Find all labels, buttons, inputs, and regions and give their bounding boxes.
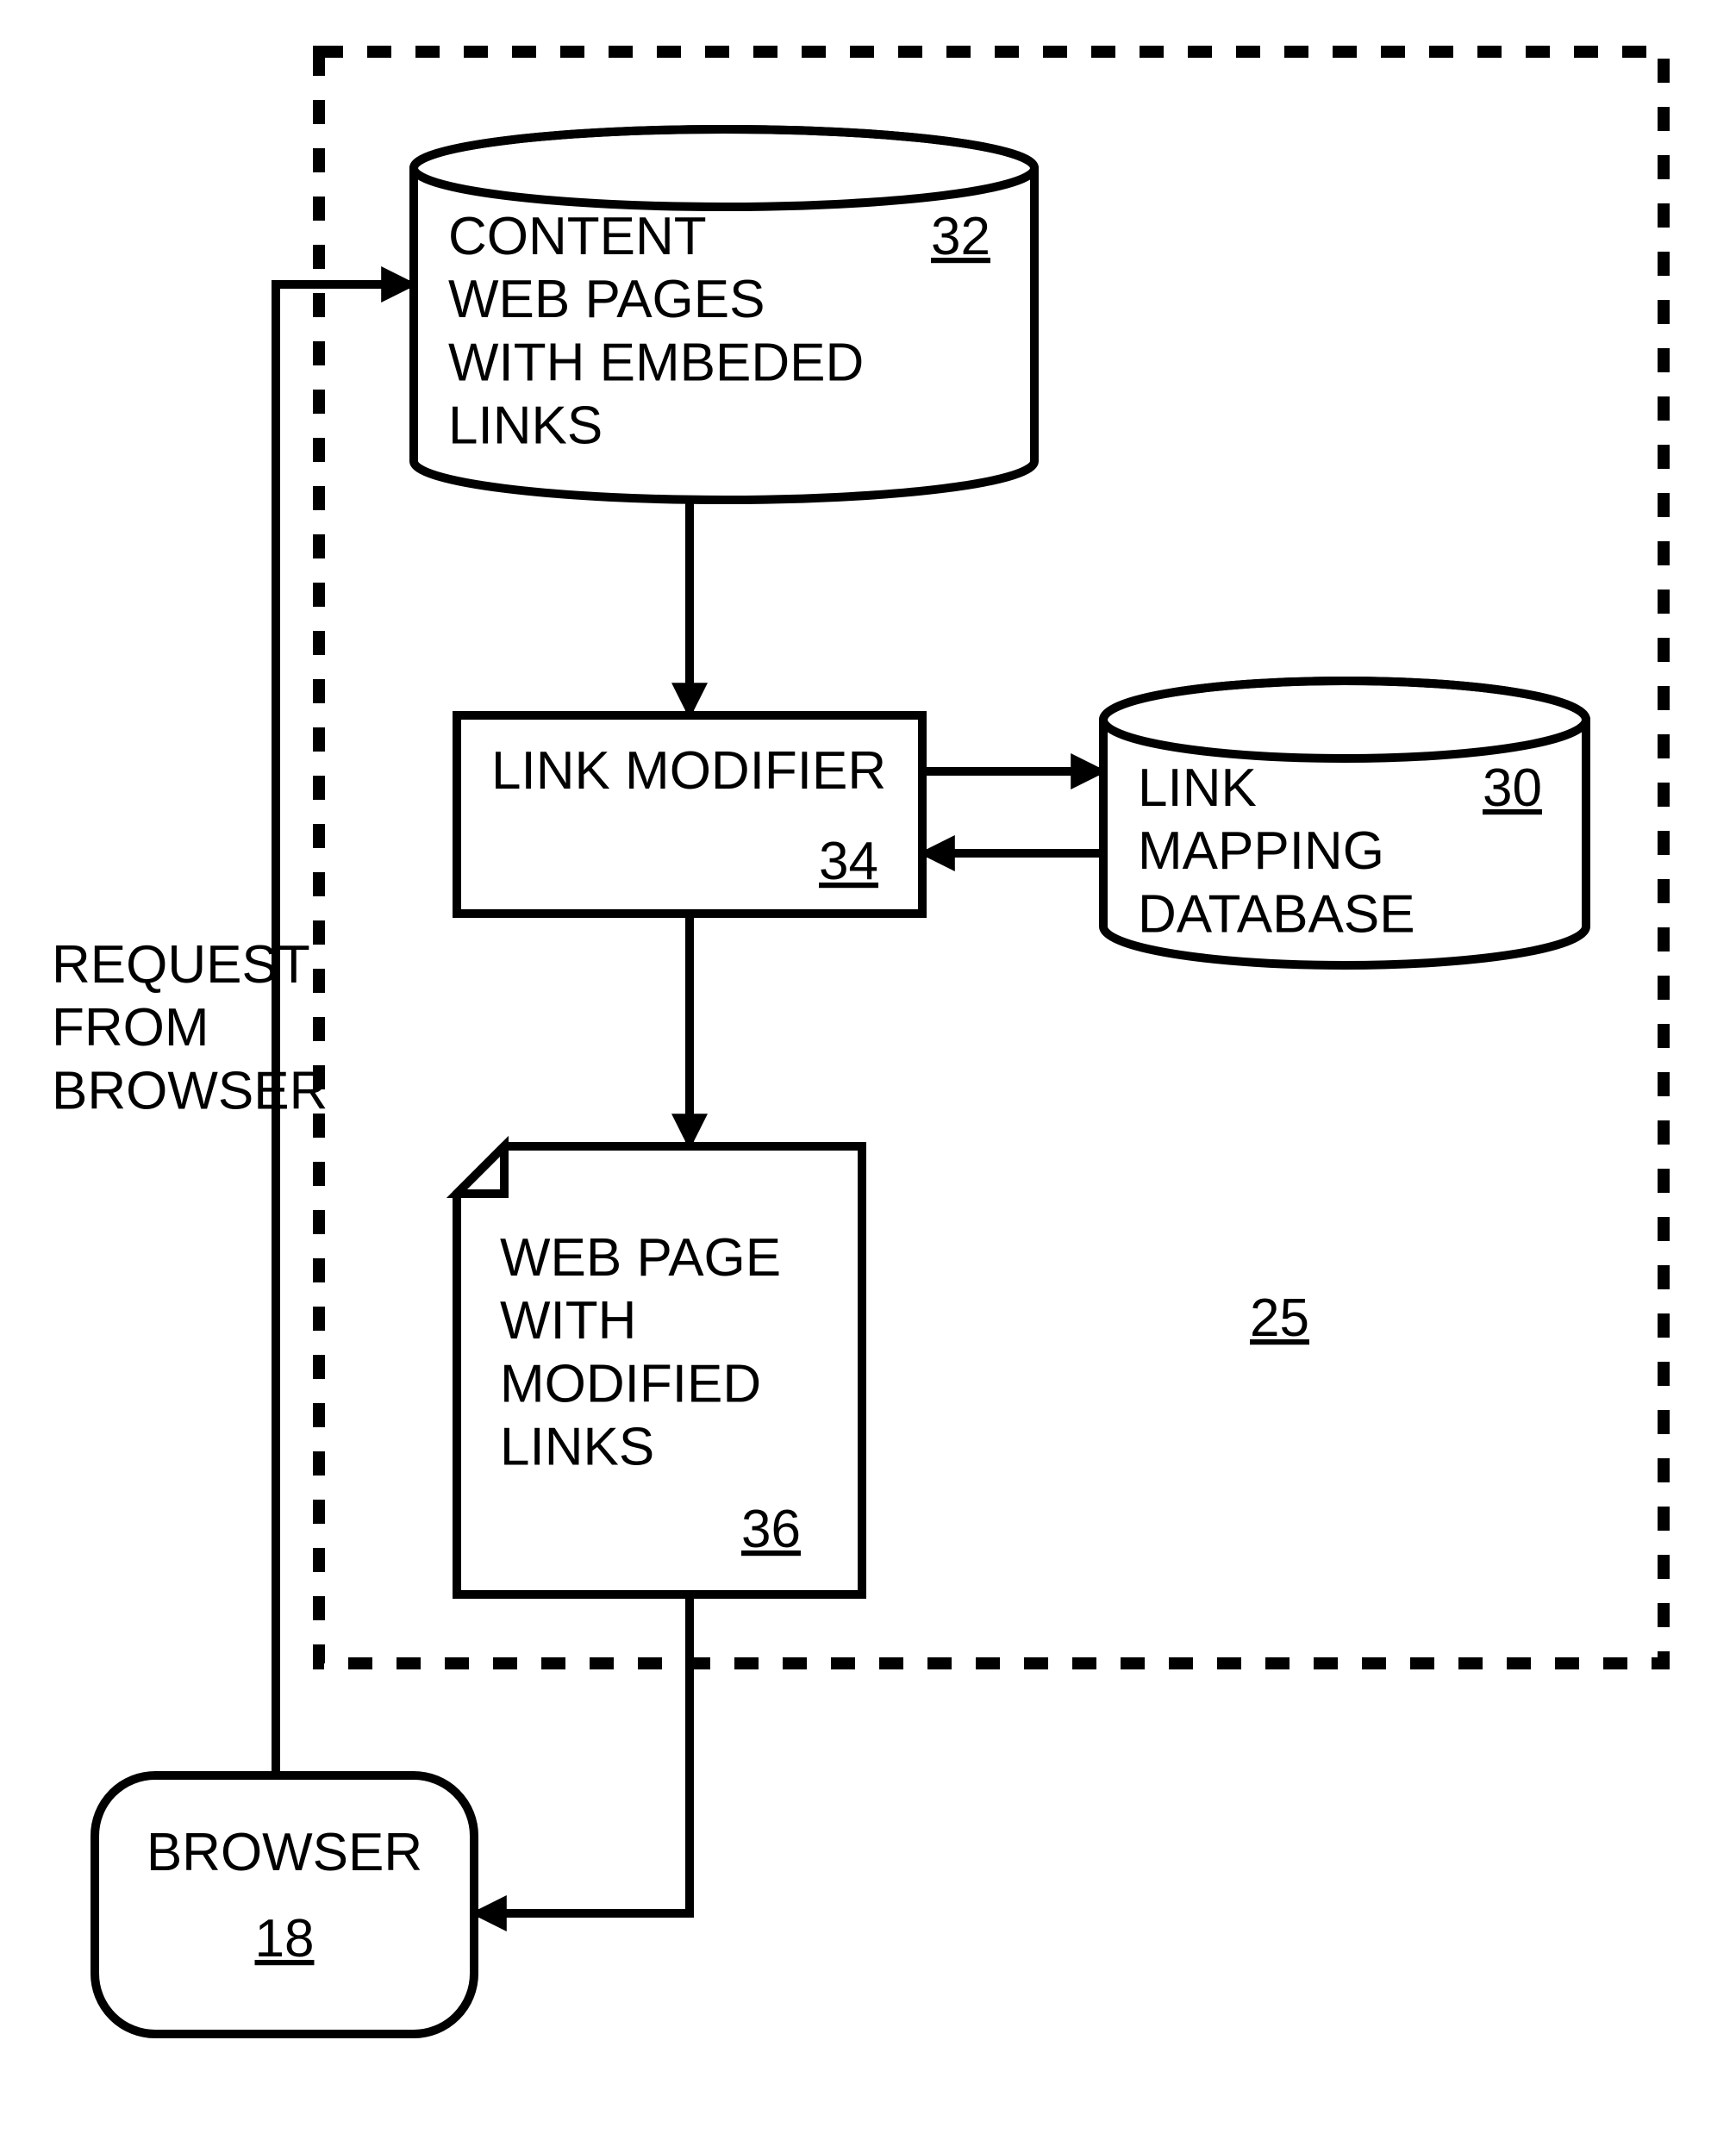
content_db-ref: 32 bbox=[931, 207, 990, 266]
web_page-ref: 36 bbox=[741, 1500, 801, 1559]
browser-ref: 18 bbox=[255, 1909, 315, 1968]
edge-web_page-to-browser bbox=[474, 1594, 690, 1913]
node-browser bbox=[95, 1775, 474, 2034]
link_modifier-label: LINK MODIFIER bbox=[491, 741, 886, 801]
browser-label: BROWSER bbox=[147, 1823, 422, 1882]
edge-5-label: REQUESTFROMBROWSER bbox=[52, 935, 328, 1120]
link_modifier-ref: 34 bbox=[819, 832, 878, 891]
boundary-ref: 25 bbox=[1250, 1288, 1309, 1348]
edge-browser-to-content_db bbox=[276, 284, 414, 1775]
link_db-ref: 30 bbox=[1483, 758, 1542, 818]
